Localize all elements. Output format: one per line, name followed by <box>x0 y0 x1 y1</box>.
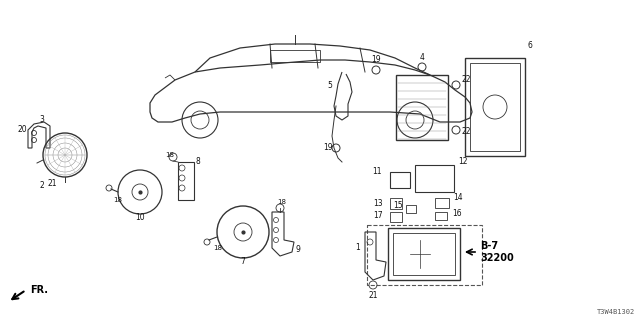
Text: T3W4B1302: T3W4B1302 <box>596 309 635 315</box>
Text: 7: 7 <box>241 258 245 267</box>
Text: FR.: FR. <box>30 285 48 295</box>
Text: 19: 19 <box>323 143 333 153</box>
Text: 5: 5 <box>328 82 332 91</box>
Text: 32200: 32200 <box>480 253 514 263</box>
Text: 16: 16 <box>452 210 461 219</box>
Text: 13: 13 <box>373 199 383 209</box>
Text: 8: 8 <box>196 157 200 166</box>
Text: 3: 3 <box>40 116 44 124</box>
Text: 15: 15 <box>394 201 403 210</box>
Text: 4: 4 <box>420 53 424 62</box>
Text: 14: 14 <box>453 194 463 203</box>
Text: 18: 18 <box>113 197 122 203</box>
Text: 20: 20 <box>17 125 27 134</box>
Text: 6: 6 <box>527 41 532 50</box>
Text: 22: 22 <box>461 127 471 137</box>
Text: 18: 18 <box>214 245 223 251</box>
Text: 11: 11 <box>372 167 382 177</box>
Text: 9: 9 <box>296 245 300 254</box>
Text: 18: 18 <box>166 152 175 158</box>
Text: 18: 18 <box>278 199 287 205</box>
Text: B-7: B-7 <box>480 241 498 251</box>
Text: 2: 2 <box>40 180 44 189</box>
Text: 12: 12 <box>458 157 467 166</box>
Text: 21: 21 <box>368 291 378 300</box>
Text: 19: 19 <box>371 55 381 65</box>
Text: 1: 1 <box>356 244 360 252</box>
Text: 22: 22 <box>461 76 471 84</box>
Text: 21: 21 <box>47 179 57 188</box>
Text: 10: 10 <box>135 213 145 222</box>
Text: 17: 17 <box>373 212 383 220</box>
